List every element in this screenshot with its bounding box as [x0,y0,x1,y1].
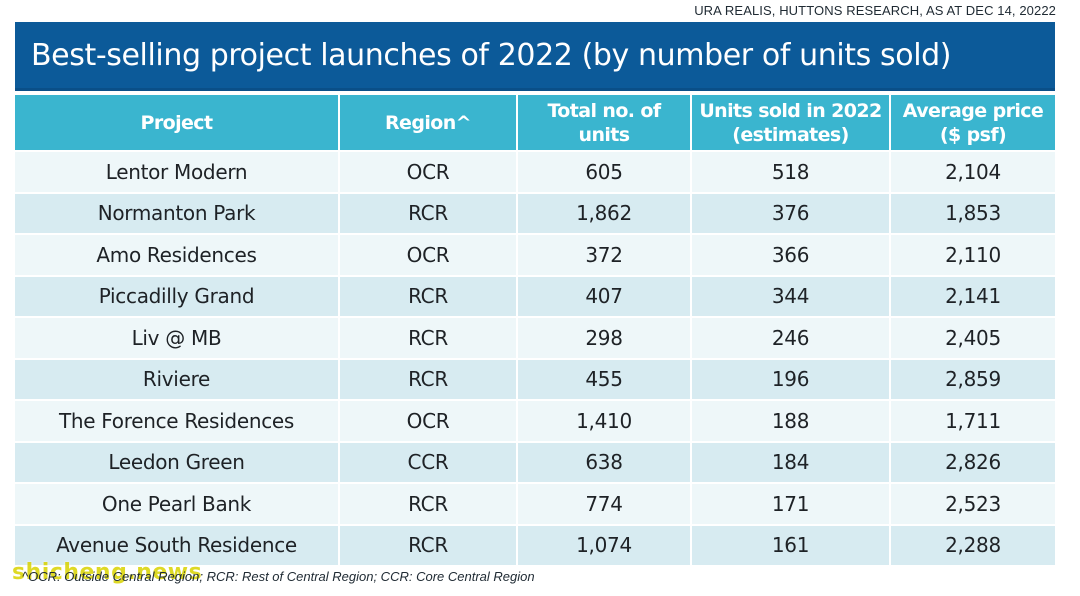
cell-region: OCR [339,399,518,442]
page-title: Best-selling project launches of 2022 (b… [31,38,952,73]
cell-units-sold: 366 [691,233,891,276]
column-header-units-sold: Units sold in 2022 (estimates) [691,95,891,151]
watermark-logo: shicheng.news [12,560,203,585]
data-table-container: Project Region^ Total no. of units Units … [15,95,1055,565]
table-row: Normanton Park RCR 1,862 376 1,853 [15,191,1055,234]
table-row: Leedon Green CCR 638 184 2,826 [15,440,1055,483]
column-header-project: Project [15,95,340,151]
cell-total-units: 605 [517,150,692,193]
source-credit: URA REALIS, HUTTONS RESEARCH, AS AT DEC … [694,3,1056,18]
cell-average-price: 1,711 [890,399,1055,442]
cell-region: RCR [339,357,518,400]
cell-region: OCR [339,150,518,193]
cell-units-sold: 161 [691,523,891,565]
cell-average-price: 2,110 [890,233,1055,276]
table-row: One Pearl Bank RCR 774 171 2,523 [15,482,1055,525]
table-row: Liv @ MB RCR 298 246 2,405 [15,316,1055,359]
cell-project: Normanton Park [15,191,340,234]
cell-total-units: 407 [517,274,692,317]
cell-region: RCR [339,523,518,565]
table-row: Amo Residences OCR 372 366 2,110 [15,233,1055,276]
cell-total-units: 298 [517,316,692,359]
cell-units-sold: 246 [691,316,891,359]
cell-region: RCR [339,482,518,525]
cell-region: OCR [339,233,518,276]
cell-total-units: 638 [517,440,692,483]
table-row: Riviere RCR 455 196 2,859 [15,357,1055,400]
cell-region: RCR [339,274,518,317]
cell-total-units: 1,410 [517,399,692,442]
cell-total-units: 455 [517,357,692,400]
cell-average-price: 2,859 [890,357,1055,400]
cell-average-price: 2,826 [890,440,1055,483]
cell-average-price: 1,853 [890,191,1055,234]
cell-project: One Pearl Bank [15,482,340,525]
cell-project: The Forence Residences [15,399,340,442]
cell-units-sold: 344 [691,274,891,317]
column-header-average-price: Average price ($ psf) [890,95,1055,151]
cell-units-sold: 518 [691,150,891,193]
table-row: The Forence Residences OCR 1,410 188 1,711 [15,399,1055,442]
cell-project: Amo Residences [15,233,340,276]
cell-region: RCR [339,316,518,359]
table-row: Avenue South Residence RCR 1,074 161 2,288 [15,523,1055,565]
cell-total-units: 1,862 [517,191,692,234]
cell-average-price: 2,104 [890,150,1055,193]
cell-total-units: 372 [517,233,692,276]
cell-total-units: 1,074 [517,523,692,565]
table-row: Piccadilly Grand RCR 407 344 2,141 [15,274,1055,317]
cell-project: Riviere [15,357,340,400]
cell-average-price: 2,288 [890,523,1055,565]
cell-average-price: 2,405 [890,316,1055,359]
cell-units-sold: 184 [691,440,891,483]
table-body: Lentor Modern OCR 605 518 2,104 Normanton Par… [15,150,1055,565]
table-row: Lentor Modern OCR 605 518 2,104 [15,150,1055,193]
cell-project: Avenue South Residence [15,523,340,565]
footnote: ^OCR: Outside Central Region; RCR: Rest … [22,569,535,584]
cell-region: RCR [339,191,518,234]
title-banner: Best-selling project launches of 2022 (b… [15,22,1055,91]
cell-project: Leedon Green [15,440,340,483]
cell-average-price: 2,523 [890,482,1055,525]
cell-project: Piccadilly Grand [15,274,340,317]
cell-units-sold: 171 [691,482,891,525]
cell-region: CCR [339,440,518,483]
cell-units-sold: 188 [691,399,891,442]
sales-table: Project Region^ Total no. of units Units … [15,95,1055,565]
cell-average-price: 2,141 [890,274,1055,317]
cell-project: Liv @ MB [15,316,340,359]
cell-units-sold: 376 [691,191,891,234]
column-header-region: Region^ [339,95,518,151]
cell-total-units: 774 [517,482,692,525]
table-header-row: Project Region^ Total no. of units Units … [15,95,1055,151]
cell-units-sold: 196 [691,357,891,400]
cell-project: Lentor Modern [15,150,340,193]
column-header-total-units: Total no. of units [517,95,692,151]
